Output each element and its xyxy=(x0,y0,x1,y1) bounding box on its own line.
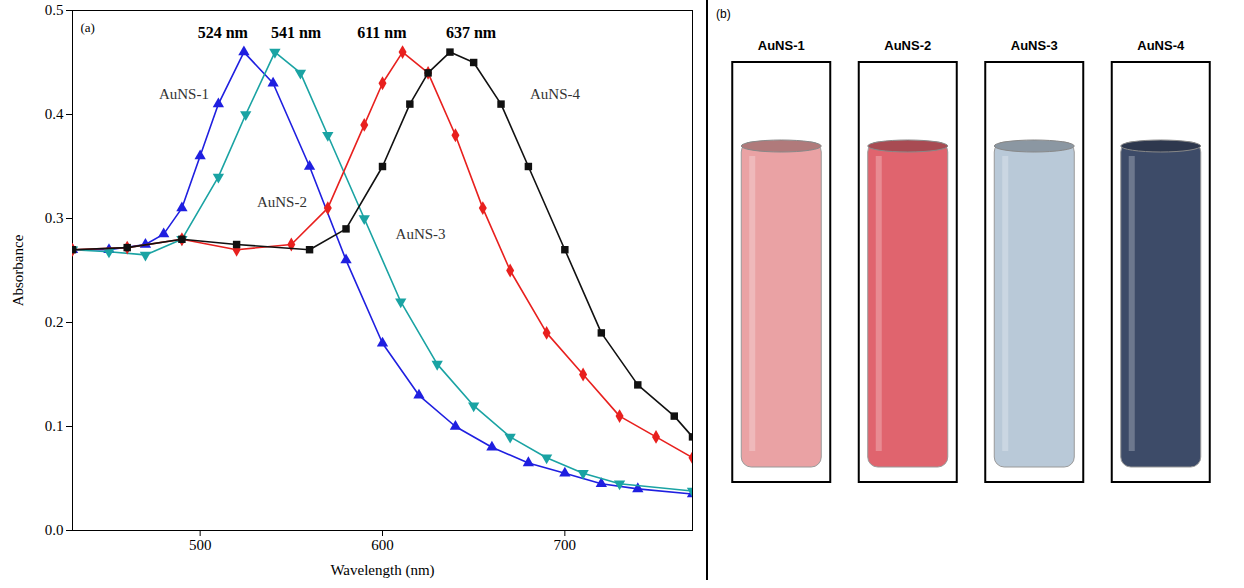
svg-text:0.5: 0.5 xyxy=(45,2,64,18)
svg-text:637 nm: 637 nm xyxy=(446,24,497,41)
svg-text:500: 500 xyxy=(189,537,212,553)
svg-text:524 nm: 524 nm xyxy=(198,24,249,41)
svg-text:AuNS-1: AuNS-1 xyxy=(758,38,805,53)
svg-text:(b): (b) xyxy=(716,7,731,21)
svg-text:AuNS-4: AuNS-4 xyxy=(530,86,581,102)
svg-text:0.1: 0.1 xyxy=(45,418,64,434)
svg-text:AuNS-2: AuNS-2 xyxy=(257,194,307,210)
svg-text:0.4: 0.4 xyxy=(45,106,64,122)
svg-text:0.2: 0.2 xyxy=(45,314,64,330)
svg-text:541 nm: 541 nm xyxy=(271,24,322,41)
svg-text:600: 600 xyxy=(371,537,394,553)
svg-text:AuNS-3: AuNS-3 xyxy=(1011,38,1058,53)
svg-text:AuNS-1: AuNS-1 xyxy=(159,86,209,102)
svg-text:AuNS-4: AuNS-4 xyxy=(1137,38,1185,53)
svg-text:Absorbance: Absorbance xyxy=(10,234,26,306)
svg-text:700: 700 xyxy=(554,537,577,553)
svg-text:611 nm: 611 nm xyxy=(357,24,407,41)
svg-text:0.3: 0.3 xyxy=(45,210,64,226)
svg-text:Wavelength (nm): Wavelength (nm) xyxy=(330,562,434,579)
svg-text:AuNS-3: AuNS-3 xyxy=(396,226,446,242)
svg-text:AuNS-2: AuNS-2 xyxy=(884,38,931,53)
svg-text:(a): (a) xyxy=(81,20,95,35)
svg-text:0.0: 0.0 xyxy=(45,522,64,538)
